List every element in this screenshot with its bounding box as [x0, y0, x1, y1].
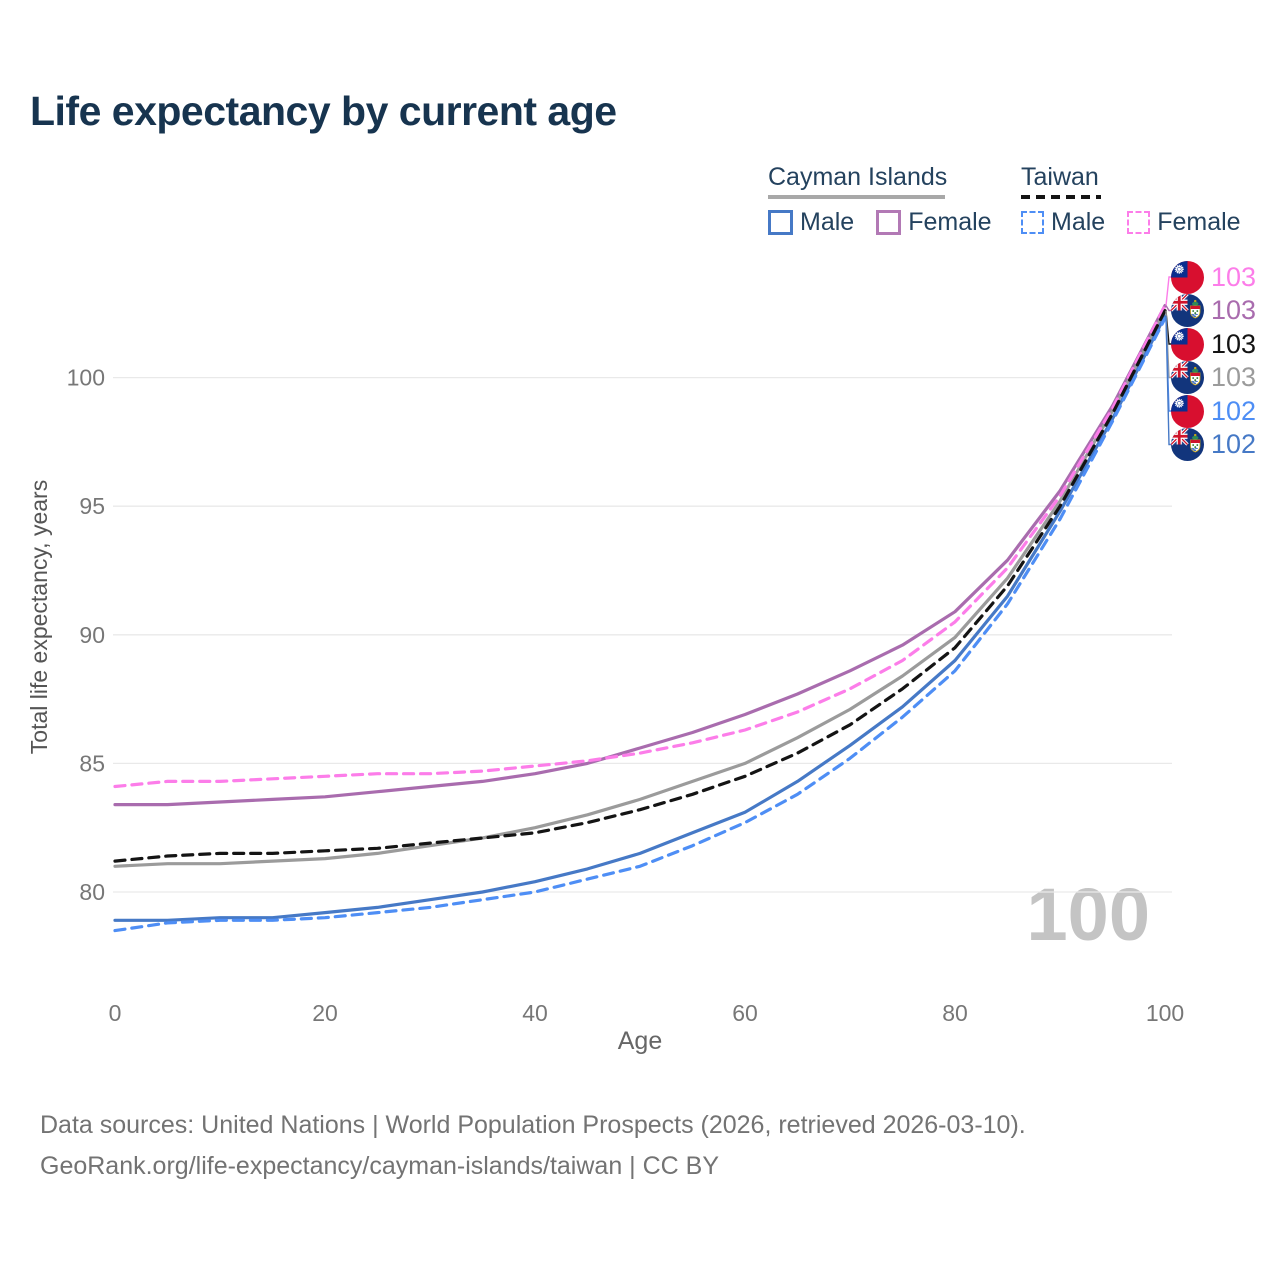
y-tick-label: 100 — [67, 365, 105, 391]
y-tick-label: 95 — [79, 493, 105, 519]
cayman-islands-flag-icon — [1171, 428, 1204, 461]
taiwan-male-checkbox-icon[interactable] — [1021, 211, 1044, 234]
series-line — [113, 316, 1167, 933]
legend-item-cayman-male[interactable]: Male — [768, 208, 854, 237]
series-line — [113, 304, 1167, 807]
series-lines — [113, 304, 1167, 933]
page-title: Life expectancy by current age — [30, 88, 617, 134]
end-label-value: 102 — [1211, 395, 1257, 426]
end-label-row: 103 — [1171, 327, 1257, 361]
x-tick-label: 80 — [942, 1000, 968, 1026]
legend-label-taiwan-male: Male — [1051, 208, 1106, 236]
cayman-islands-flag-icon — [1171, 361, 1204, 394]
legend-header-cayman-islands: Cayman Islands — [768, 163, 948, 191]
taiwan-female-checkbox-icon[interactable] — [1127, 211, 1151, 234]
cayman-islands-flag-icon — [1171, 294, 1204, 327]
cayman-male-checkbox-icon[interactable] — [768, 210, 793, 235]
data-sources-text: Data sources: United Nations | World Pop… — [40, 1111, 1026, 1139]
taiwan-flag-icon — [1171, 327, 1204, 361]
cayman-female-checkbox-icon[interactable] — [876, 210, 902, 235]
legend-item-taiwan-male[interactable]: Male — [1021, 208, 1105, 237]
taiwan-dashed-line-sample — [1021, 195, 1101, 199]
end-label-row: 102 — [1171, 428, 1256, 461]
legend-header-taiwan: Taiwan — [1021, 163, 1099, 191]
y-axis-title: Total life expectancy, years — [26, 480, 52, 754]
cayman-solid-line-sample — [768, 195, 945, 199]
y-tick-label: 90 — [79, 622, 105, 648]
end-label-value: 103 — [1211, 295, 1257, 325]
series-line — [113, 314, 1167, 922]
legend-label-taiwan-female: Female — [1157, 208, 1241, 236]
end-label-value: 103 — [1211, 261, 1257, 292]
end-label-value: 103 — [1211, 328, 1257, 359]
axis-ticks: 80 85 90 95 100 0 20 40 60 80 100 — [67, 365, 1185, 1026]
end-label-row: 102 — [1171, 394, 1257, 428]
taiwan-flag-icon — [1171, 394, 1204, 428]
legend-item-taiwan-female[interactable]: Female — [1127, 208, 1241, 237]
x-tick-label: 100 — [1146, 1000, 1184, 1026]
end-label-row: 103 — [1171, 260, 1257, 294]
taiwan-flag-icon — [1171, 260, 1204, 294]
legend-group-cayman-islands: Cayman Islands Male Female — [768, 163, 1014, 237]
x-tick-label: 20 — [312, 1000, 338, 1026]
age-counter-watermark: 100 — [1026, 873, 1150, 956]
series-line — [113, 309, 1167, 863]
end-label-row: 103 — [1171, 361, 1256, 394]
footer: Data sources: United Nations | World Pop… — [40, 1105, 1026, 1187]
x-tick-label: 0 — [109, 1000, 122, 1026]
legend-group-taiwan: Taiwan Male Female — [1021, 163, 1263, 237]
legend-item-cayman-female[interactable]: Female — [876, 208, 992, 237]
y-tick-label: 80 — [79, 879, 105, 905]
gridlines — [113, 376, 1172, 893]
series-line — [113, 304, 1167, 789]
x-axis-title: Age — [618, 1027, 662, 1055]
attribution-text: GeoRank.org/life-expectancy/cayman-islan… — [40, 1152, 720, 1180]
end-label-value: 103 — [1211, 362, 1257, 392]
legend-label-cayman-male: Male — [800, 208, 855, 236]
x-tick-label: 40 — [522, 1000, 548, 1026]
x-tick-label: 60 — [732, 1000, 758, 1026]
end-label-value: 102 — [1211, 429, 1257, 459]
y-tick-label: 85 — [79, 750, 105, 776]
end-label-row: 103 — [1171, 294, 1256, 327]
series-line — [113, 309, 1167, 868]
legend-label-cayman-female: Female — [908, 208, 992, 236]
